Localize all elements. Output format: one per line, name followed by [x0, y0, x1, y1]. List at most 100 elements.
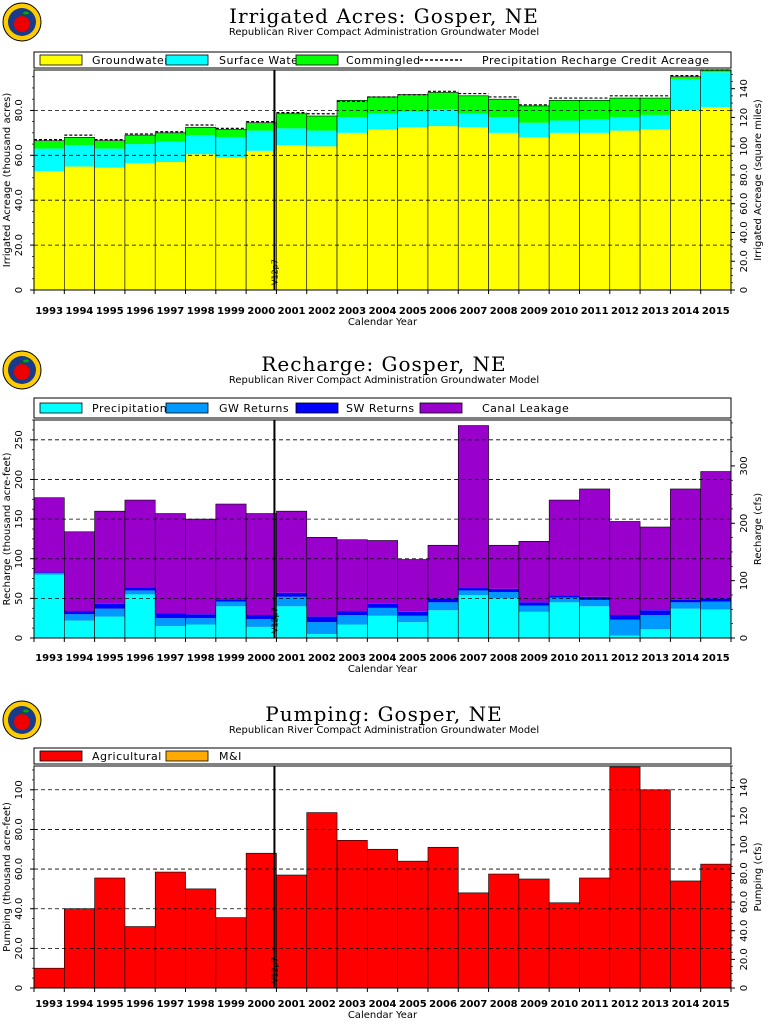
x-tick-label: 2012: [611, 999, 639, 1010]
x-tick-label: 2001: [278, 653, 306, 664]
plot-frame: [33, 765, 732, 989]
legend-label: Precipitation: [92, 402, 167, 415]
x-tick-label: 1999: [217, 999, 245, 1010]
bar-segment: [518, 105, 550, 123]
bar-segment: [458, 892, 489, 988]
bar-segment: [124, 594, 156, 638]
bar-segment: [549, 132, 580, 290]
y-tick-label: 80.0: [14, 818, 25, 840]
bar-segment: [700, 864, 731, 988]
bar-segment: [306, 537, 338, 617]
precip-credit-line: [34, 69, 731, 141]
bar-segment: [337, 539, 368, 612]
bar-segment: [640, 789, 671, 988]
bar-segment: [427, 109, 459, 127]
y-tick-label: 250: [14, 430, 25, 449]
bar-segment: [306, 130, 338, 147]
x-tick-label: 2010: [550, 653, 578, 664]
legend-swatch: [39, 402, 83, 414]
legend-swatch: [165, 750, 209, 762]
y-tick-label: 0: [14, 635, 25, 641]
chart-title: Irrigated Acres: Gosper, NE: [229, 4, 539, 28]
bar-segment: [155, 162, 186, 290]
x-tick-label: 1995: [96, 306, 124, 317]
bar-segment: [94, 511, 125, 604]
bar-segment: [579, 488, 610, 597]
x-tick-label: 2007: [459, 999, 487, 1010]
x-tick-label: 1993: [35, 653, 63, 664]
y2-axis-label: Pumping (cfs): [753, 842, 764, 911]
x-tick-label: 2015: [702, 653, 730, 664]
x-tick-label: 1995: [96, 653, 124, 664]
bar-segment: [185, 618, 216, 625]
legend-label: Surface Water: [219, 54, 303, 67]
bar-segment: [518, 611, 550, 638]
bar-segment: [367, 849, 398, 988]
bar-segment: [518, 878, 550, 988]
x-tick-label: 2011: [581, 653, 609, 664]
model-version-label: V12p7: [270, 259, 279, 285]
y2-tick-label: 0: [739, 287, 750, 293]
y2-tick-label: 0: [739, 985, 750, 991]
bar-segment: [34, 968, 65, 988]
bar-segment: [34, 171, 65, 290]
y2-tick-label: 200: [739, 514, 750, 533]
x-tick-label: 2010: [550, 999, 578, 1010]
recharge-panel: Recharge: Gosper, NE Republican River Co…: [0, 348, 768, 688]
x-tick-label: 2006: [429, 306, 457, 317]
x-tick-label: 1998: [187, 306, 215, 317]
x-tick-label: 2015: [702, 999, 730, 1010]
bar-segment: [579, 606, 610, 638]
bar-segment: [215, 601, 247, 607]
y-tick-label: 0: [14, 985, 25, 991]
y2-tick-label: 40.0: [739, 221, 750, 243]
x-tick-label: 1999: [217, 653, 245, 664]
legend: Groundwater Surface Water Commingled Precip…: [33, 51, 732, 69]
bar-segment: [549, 597, 580, 603]
x-tick-label: 2007: [459, 306, 487, 317]
bar-segment: [518, 602, 550, 606]
bar-segment: [94, 148, 125, 168]
bar-segment: [397, 622, 428, 638]
y2-tick-label: 60.0: [739, 193, 750, 215]
y2-tick-label: 100: [739, 571, 750, 590]
bar-segment: [155, 141, 186, 163]
bar-segment: [276, 511, 307, 593]
bar-segment: [640, 129, 671, 290]
bar-segment: [397, 611, 428, 616]
bar-segment: [34, 572, 65, 573]
bar-segment: [155, 513, 186, 614]
bar-segment: [700, 72, 731, 108]
bar-segment: [367, 540, 398, 604]
bar-segment: [609, 521, 641, 616]
x-tick-label: 2003: [338, 306, 366, 317]
bar-segment: [397, 559, 428, 612]
bar-segment: [276, 113, 307, 129]
y-tick-label: 80.0: [14, 99, 25, 121]
bar-segment: [488, 592, 519, 599]
bar-segment: [185, 135, 216, 155]
bar-segment: [518, 137, 550, 290]
bar-segment: [215, 157, 247, 290]
bar-segment: [124, 144, 156, 164]
bar-segment: [458, 127, 489, 290]
y2-tick-label: 120: [739, 807, 750, 826]
bar-segment: [124, 926, 156, 988]
bar-segment: [337, 624, 368, 638]
bar-segment: [94, 616, 125, 638]
bar-segment: [579, 100, 610, 120]
x-tick-label: 2014: [672, 306, 700, 317]
bar-segment: [64, 611, 95, 615]
bar-segment: [518, 541, 550, 603]
bar-segment: [155, 132, 186, 142]
bar-segment: [488, 99, 519, 118]
y2-tick-label: 0: [739, 635, 750, 641]
bar-segment: [700, 598, 731, 602]
bar-segment: [185, 614, 216, 619]
bar-segment: [246, 618, 277, 627]
bar-segment: [579, 877, 610, 988]
